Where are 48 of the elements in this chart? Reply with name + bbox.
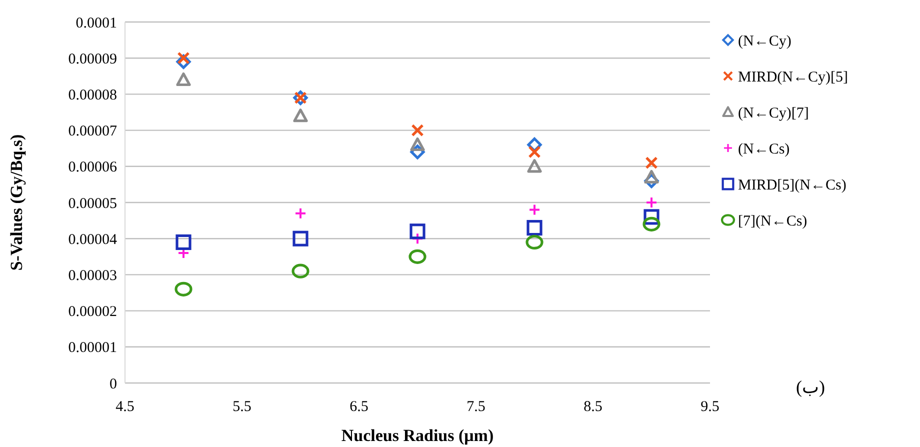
y-tick-label: 0.00005	[68, 196, 117, 212]
point	[294, 207, 306, 220]
point	[292, 264, 310, 278]
legend-label: (N←Cy)	[738, 33, 792, 50]
x-tick-label: 7.5	[466, 399, 486, 415]
point	[410, 137, 425, 152]
y-tick-label: 0.00006	[68, 160, 118, 176]
legend-label: (N←Cy)[7]	[738, 105, 809, 122]
point	[292, 230, 308, 246]
x-tick-label: 5.5	[232, 399, 252, 415]
point	[412, 232, 424, 245]
legend-label: MIRD[5](N←Cs)	[738, 177, 846, 194]
x-tick-label: 9.5	[700, 399, 720, 415]
legend-label: (N←Cs)	[738, 141, 790, 158]
point	[528, 146, 541, 158]
legend-label: MIRD(N←Cy)[5]	[738, 69, 848, 86]
point	[645, 156, 658, 170]
point	[528, 204, 540, 216]
x-tick-label: 4.5	[116, 399, 134, 415]
point	[526, 234, 544, 250]
point	[646, 196, 658, 208]
y-axis-title: S-Values (Gy/Bq.s)	[7, 134, 26, 271]
point	[176, 234, 192, 250]
y-tick-label: 0.00002	[68, 304, 117, 320]
point	[293, 108, 308, 122]
point	[527, 159, 542, 173]
y-tick-label: 0.00004	[68, 232, 118, 248]
x-tick-label: 6.5	[350, 399, 368, 415]
point	[174, 282, 192, 296]
text: (ب)	[796, 377, 825, 397]
x-axis-title: Nucleus Radius (μm)	[341, 426, 494, 445]
point	[177, 52, 190, 64]
y-tick-label: 0.0001	[76, 15, 117, 32]
point	[526, 220, 542, 236]
point	[411, 124, 424, 137]
point	[176, 72, 191, 86]
point	[410, 224, 426, 240]
point	[642, 216, 660, 232]
y-tick-label: 0.00001	[68, 340, 117, 356]
y-tick-label: 0.00003	[68, 268, 117, 284]
y-tick-label: 0.00007	[68, 124, 118, 140]
y-tick-label: 0	[110, 376, 117, 392]
x-tick-label: 8.5	[584, 399, 602, 415]
y-tick-label: 0.00008	[68, 87, 117, 104]
legend-label: [7](N←Cs)	[738, 213, 808, 230]
y-tick-label: 0.00009	[68, 51, 117, 68]
point	[408, 249, 426, 264]
point	[644, 170, 659, 184]
